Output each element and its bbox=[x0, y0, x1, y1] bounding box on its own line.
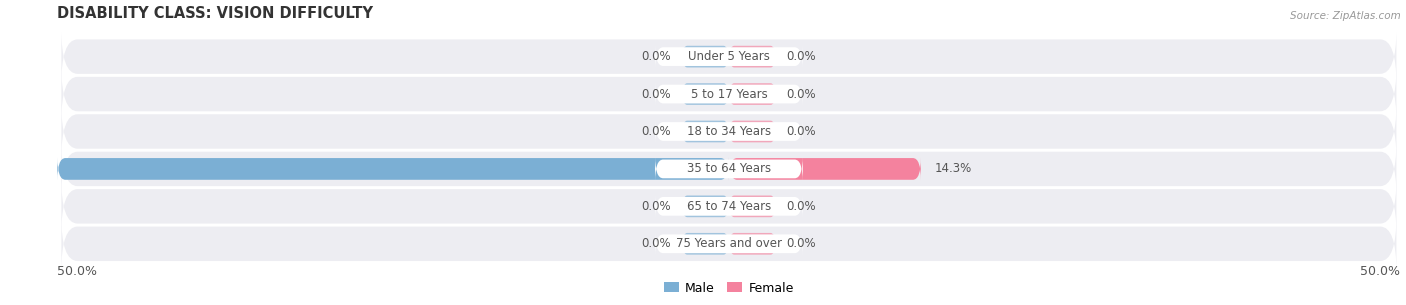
FancyBboxPatch shape bbox=[62, 66, 1396, 122]
Text: 0.0%: 0.0% bbox=[786, 200, 817, 213]
FancyBboxPatch shape bbox=[62, 179, 1396, 234]
Text: 35 to 64 Years: 35 to 64 Years bbox=[686, 163, 770, 175]
FancyBboxPatch shape bbox=[682, 196, 728, 217]
FancyBboxPatch shape bbox=[728, 196, 776, 217]
Text: DISABILITY CLASS: VISION DIFFICULTY: DISABILITY CLASS: VISION DIFFICULTY bbox=[58, 5, 374, 20]
Text: 0.0%: 0.0% bbox=[641, 50, 671, 63]
FancyBboxPatch shape bbox=[728, 121, 776, 142]
Text: 50.0%: 50.0% bbox=[58, 265, 97, 278]
FancyBboxPatch shape bbox=[655, 44, 803, 70]
Legend: Male, Female: Male, Female bbox=[659, 277, 799, 300]
FancyBboxPatch shape bbox=[728, 233, 776, 255]
Text: 75 Years and over: 75 Years and over bbox=[676, 237, 782, 250]
FancyBboxPatch shape bbox=[655, 81, 803, 107]
FancyBboxPatch shape bbox=[682, 233, 728, 255]
Text: 0.0%: 0.0% bbox=[641, 200, 671, 213]
Text: 0.0%: 0.0% bbox=[786, 50, 817, 63]
FancyBboxPatch shape bbox=[655, 156, 803, 182]
FancyBboxPatch shape bbox=[62, 104, 1396, 159]
FancyBboxPatch shape bbox=[655, 118, 803, 145]
FancyBboxPatch shape bbox=[682, 46, 728, 67]
FancyBboxPatch shape bbox=[58, 157, 728, 181]
FancyBboxPatch shape bbox=[728, 46, 776, 67]
Text: Under 5 Years: Under 5 Years bbox=[688, 50, 770, 63]
FancyBboxPatch shape bbox=[655, 231, 803, 257]
FancyBboxPatch shape bbox=[62, 29, 1396, 84]
FancyBboxPatch shape bbox=[682, 83, 728, 105]
Text: 0.0%: 0.0% bbox=[641, 88, 671, 101]
FancyBboxPatch shape bbox=[682, 121, 728, 142]
Text: 50.0%: 50.0% bbox=[3, 163, 44, 175]
Text: 0.0%: 0.0% bbox=[641, 125, 671, 138]
FancyBboxPatch shape bbox=[728, 83, 776, 105]
Text: 0.0%: 0.0% bbox=[641, 237, 671, 250]
FancyBboxPatch shape bbox=[728, 157, 921, 181]
FancyBboxPatch shape bbox=[655, 193, 803, 220]
Text: 14.3%: 14.3% bbox=[935, 163, 972, 175]
Text: 5 to 17 Years: 5 to 17 Years bbox=[690, 88, 768, 101]
Text: 18 to 34 Years: 18 to 34 Years bbox=[686, 125, 770, 138]
Text: 0.0%: 0.0% bbox=[786, 88, 817, 101]
Text: 0.0%: 0.0% bbox=[786, 125, 817, 138]
Text: 0.0%: 0.0% bbox=[786, 237, 817, 250]
Text: Source: ZipAtlas.com: Source: ZipAtlas.com bbox=[1289, 10, 1400, 20]
Text: 50.0%: 50.0% bbox=[1361, 265, 1400, 278]
FancyBboxPatch shape bbox=[62, 216, 1396, 271]
Text: 65 to 74 Years: 65 to 74 Years bbox=[686, 200, 770, 213]
FancyBboxPatch shape bbox=[62, 141, 1396, 197]
